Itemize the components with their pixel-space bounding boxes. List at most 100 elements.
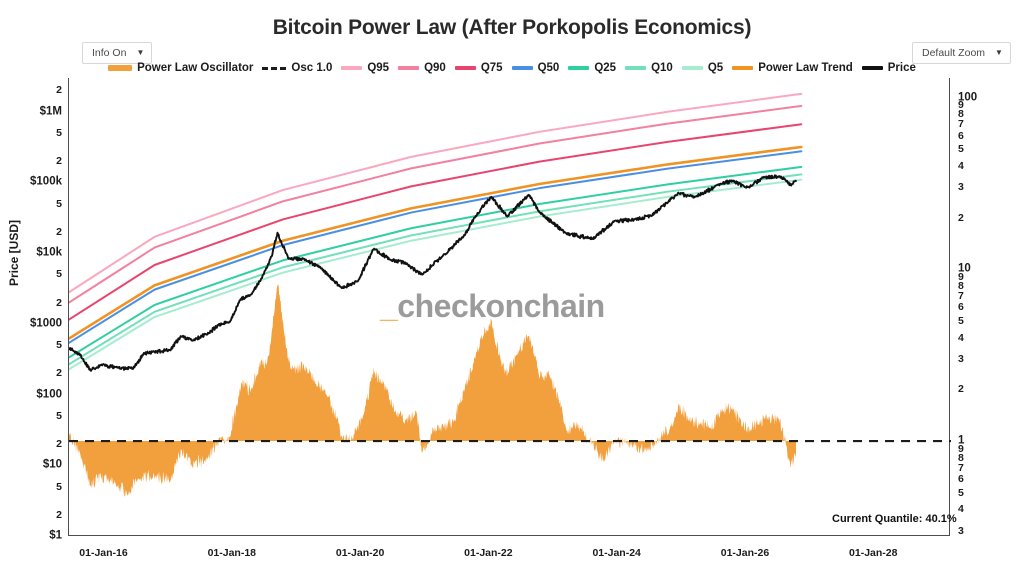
legend-item[interactable]: Power Law Oscillator — [108, 62, 253, 74]
y-tick-right-minor: 5 — [958, 314, 964, 327]
y-tick-right-minor: 6 — [958, 301, 964, 314]
legend-swatch-icon — [511, 66, 533, 70]
y-tick-left-minor: 2 — [56, 84, 62, 97]
y-tick-right-minor: 9 — [958, 99, 964, 112]
legend-item-label: Q95 — [367, 62, 390, 74]
y-tick-right-minor: 7 — [958, 117, 964, 130]
legend-item-label: Price — [887, 62, 916, 74]
legend-swatch-icon — [454, 66, 476, 70]
zoom-select-dropdown[interactable]: Default Zoom ▼ — [912, 42, 1011, 64]
y-tick-right-minor: 6 — [958, 472, 964, 485]
x-tick-label: 01-Jan-28 — [849, 547, 898, 559]
legend-item-label: Q10 — [651, 62, 673, 74]
y-tick-right-minor: 8 — [958, 107, 964, 120]
y-tick-right-minor: 4 — [958, 503, 964, 516]
y-tick-right-major: 100 — [958, 90, 978, 103]
series-line-q95 — [69, 92, 803, 294]
y-tick-right-minor: 3 — [958, 352, 964, 365]
y-tick-right-minor: 8 — [958, 279, 964, 292]
x-tick-label: 01-Jan-18 — [207, 547, 257, 559]
y-tick-right-minor: 7 — [958, 289, 964, 302]
series-line-q75 — [69, 123, 803, 321]
y-tick-right-minor: 2 — [958, 383, 964, 396]
legend-item-label: Osc 1.0 — [291, 62, 333, 74]
info-dropdown-label: Info On — [92, 47, 127, 59]
legend-swatch-icon — [341, 66, 363, 70]
legend-item[interactable]: Price — [861, 62, 916, 74]
y-tick-right-minor: 5 — [958, 143, 964, 156]
watermark-text: checkonchain — [397, 288, 605, 324]
y-tick-right-major: 10 — [958, 262, 971, 275]
x-tick-label: 01-Jan-22 — [464, 547, 513, 559]
chevron-down-icon: ▼ — [136, 48, 145, 57]
y-tick-right-minor: 3 — [958, 181, 964, 194]
x-tick-label: 01-Jan-16 — [79, 547, 128, 559]
y-tick-left-minor: 2 — [56, 154, 62, 167]
y-tick-right-minor: 8 — [958, 451, 964, 464]
legend-swatch-icon — [568, 66, 590, 70]
page-title: Bitcoin Power Law (After Porkopolis Econ… — [272, 16, 752, 39]
legend-item[interactable]: Osc 1.0 — [262, 62, 332, 74]
series-line-power-law-trend — [69, 145, 803, 340]
y-tick-left-minor: 5 — [56, 197, 62, 210]
y-tick-right-minor: 5 — [958, 486, 964, 499]
chevron-down-icon: ▼ — [995, 48, 1003, 57]
legend-swatch-icon — [625, 66, 647, 70]
y-tick-left-minor: 5 — [56, 338, 62, 351]
series-line-q50 — [69, 150, 803, 344]
legend-item-label: Power Law Oscillator — [137, 62, 254, 74]
y-tick-left-minor: 5 — [56, 126, 62, 139]
y-tick-left-minor: 2 — [56, 296, 62, 309]
y-tick-left-minor: 2 — [56, 367, 62, 380]
legend-item-label: Q5 — [707, 62, 724, 74]
current-quantile-annotation: Current Quantile: 40.1% — [832, 513, 957, 525]
watermark: _checkonchain — [380, 288, 605, 325]
zoom-dropdown-label: Default Zoom — [922, 47, 986, 59]
x-tick-label: 01-Jan-24 — [592, 547, 641, 559]
y-tick-right-minor: 3 — [958, 524, 964, 537]
y-tick-left-major: $100k — [30, 175, 62, 188]
y-tick-right-minor: 4 — [958, 331, 964, 344]
y-tick-left-major: $10 — [42, 458, 62, 471]
legend-item-label: Power Law Trend — [758, 62, 853, 74]
legend-item[interactable]: Q5 — [681, 62, 724, 74]
legend-item[interactable]: Q95 — [341, 62, 389, 74]
y-tick-right-minor: 6 — [958, 129, 964, 142]
legend-item[interactable]: Q10 — [625, 62, 673, 74]
legend-swatch-icon — [398, 66, 420, 70]
y-tick-right-minor: 2 — [958, 211, 964, 224]
legend-item-label: Q25 — [594, 62, 617, 74]
y-tick-left-minor: 2 — [56, 437, 62, 450]
x-tick-label: 01-Jan-20 — [335, 547, 385, 559]
legend-swatch-icon — [262, 66, 287, 70]
legend-swatch-icon — [861, 66, 883, 70]
series-line-price — [69, 174, 797, 372]
y-tick-left-minor: 5 — [56, 409, 62, 422]
legend-item[interactable]: Power Law Trend — [732, 62, 853, 74]
series-line-q5 — [69, 178, 803, 371]
legend-swatch-icon — [732, 66, 754, 70]
y-tick-left-minor: 2 — [56, 225, 62, 238]
chart-canvas — [69, 92, 951, 497]
legend-item[interactable]: Q25 — [568, 62, 616, 74]
y-tick-right-major: 1 — [958, 434, 965, 447]
y-tick-left-minor: 5 — [56, 268, 62, 281]
y-tick-right-minor: 4 — [958, 159, 964, 172]
y-tick-left-major: $10k — [36, 246, 62, 259]
series-area-power-law-oscillator — [69, 283, 796, 497]
info-toggle-dropdown[interactable]: Info On ▼ — [82, 42, 153, 64]
y-tick-left-major: $1 — [49, 529, 62, 542]
legend-item[interactable]: Q75 — [454, 62, 503, 74]
y-tick-right-minor: 9 — [958, 270, 964, 283]
legend-item[interactable]: Q90 — [398, 62, 446, 74]
x-tick-label: 01-Jan-26 — [720, 547, 770, 559]
legend-swatch-icon — [108, 65, 133, 71]
legend-item-label: Q50 — [537, 62, 560, 74]
y-tick-right-minor: 7 — [958, 461, 964, 474]
legend-item-label: Q90 — [424, 62, 446, 74]
watermark-underscore: _ — [380, 288, 398, 324]
legend-item[interactable]: Q50 — [511, 62, 560, 74]
y-tick-left-major: $1000 — [30, 317, 62, 330]
y-tick-left-major: $1M — [39, 104, 62, 117]
